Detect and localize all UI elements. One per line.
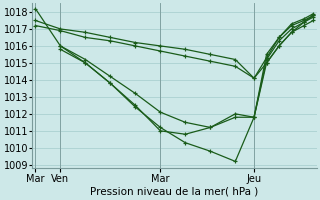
- X-axis label: Pression niveau de la mer( hPa ): Pression niveau de la mer( hPa ): [90, 187, 259, 197]
